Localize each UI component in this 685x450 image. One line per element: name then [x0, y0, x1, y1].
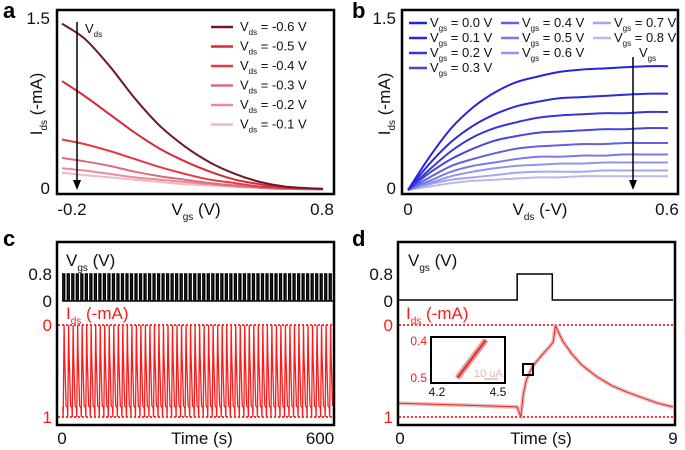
panel-d-traces [397, 273, 674, 419]
panel-label-b: b [352, 0, 365, 23]
panel-c-vgs-tick: 0.8 [28, 265, 52, 284]
panel-b-series-line [407, 169, 668, 191]
panel-b-arrow-label: Vgs [639, 45, 656, 63]
panel-a-ytick: 0 [41, 179, 50, 198]
panel-b-frame [400, 8, 680, 196]
panel-d-zoom-box [522, 363, 534, 376]
panel-d-ids-tick: 0 [384, 316, 393, 335]
panel-b-ytick: 0 [387, 179, 396, 198]
panel-c-xlabel: Time (s) [171, 429, 233, 448]
panel-c-xtick: 0 [57, 429, 66, 448]
panel-b-legend-label: Vgs = 0.4 V [522, 15, 585, 33]
panel-d-vgs-tick: 0 [384, 292, 393, 311]
inset-ytick: 0.4 [410, 334, 427, 348]
panel-a-curves [61, 22, 324, 191]
panel-c-traces [62, 273, 334, 418]
panel-label-c: c [3, 226, 15, 251]
panel-b-legend-label: Vgs = 0.0 V [430, 15, 493, 33]
panel-d-vgs-label: Vgs (V) [408, 251, 457, 274]
panel-b-legend-label: Vgs = 0.5 V [522, 30, 585, 48]
panel-b-ytick: 1.5 [372, 9, 396, 28]
inset-ids-line [456, 339, 487, 379]
panel-c-ids-tick: 1 [43, 408, 52, 427]
panel-b-series-line [407, 65, 669, 191]
panel-d-xtick: 9 [668, 429, 677, 448]
panel-c-ids-trace [62, 324, 334, 418]
panel-b-xtick: 0 [403, 200, 412, 219]
panel-b-curves [407, 65, 669, 191]
panel-b-legend-label: Vgs = 0.8 V [614, 30, 677, 48]
inset-trace [454, 338, 489, 380]
inset-scale-bar-label: 10 uA [474, 368, 503, 380]
panel-d-ids-trace [397, 325, 674, 418]
panel-d-ids-tick: 1 [384, 408, 393, 427]
panel-d-vgs-trace [398, 273, 673, 301]
panel-c-vgs-tick: 0 [43, 292, 52, 311]
panel-b-arrowhead [629, 180, 637, 190]
panel-d-vgs-tick: 0.8 [369, 265, 393, 284]
panel-a-xlabel: Vgs (V) [171, 200, 220, 223]
inset-xtick: 4.5 [490, 385, 507, 399]
panel-c: Vgs (V) Ids (-mA) 0.8 0 0 1 0 600 Time (… [28, 240, 336, 448]
panel-c-ids-tick: 0 [43, 316, 52, 335]
panel-b-series-line [407, 110, 669, 191]
panel-b-legend-label: Vgs = 0.7 V [614, 15, 677, 33]
panel-a-arrow-label: Vds [85, 21, 102, 39]
panel-b-series-line [407, 153, 668, 191]
panel-b-series-line [407, 127, 669, 191]
panel-a-legend-label: Vds = -0.5 V [240, 39, 307, 57]
panel-b-series-line [407, 141, 668, 191]
panel-d-frame [396, 240, 677, 427]
panel-b-xtick: 0.6 [655, 200, 679, 219]
panel-b-series-line [407, 175, 668, 191]
panel-a-series-line [61, 80, 324, 190]
panel-b-series-line [407, 92, 669, 191]
panel-b-series-line [407, 161, 668, 191]
panel-b-legend-label: Vgs = 0.2 V [430, 45, 493, 63]
panel-c-vgs-label: Vgs (V) [66, 251, 115, 274]
panel-a-series-line [61, 22, 324, 190]
panel-a-series-line [61, 138, 324, 190]
panel-c-xtick: 600 [306, 429, 334, 448]
panel-label-d: d [352, 226, 365, 251]
panel-d: 10 uA 0.4 0.5 4.2 4.5 Vgs (V) Ids (-mA) … [369, 240, 678, 448]
panel-a-legend-label: Vds = -0.3 V [240, 78, 307, 96]
panel-a-legend-label: Vds = -0.2 V [240, 97, 307, 115]
panel-d-xtick: 0 [395, 429, 404, 448]
panel-a-series-line [61, 156, 324, 191]
panel-d-inset: 10 uA 0.4 0.5 4.2 4.5 [410, 334, 506, 399]
panel-c-vgs-trace [62, 273, 333, 302]
panel-a-xtick: -0.2 [57, 200, 86, 219]
panel-a-ytick: 1.5 [26, 9, 50, 28]
panel-a-legend-label: Vds = -0.4 V [240, 58, 307, 76]
panel-label-a: a [3, 0, 16, 23]
panel-a-ylabel: Ids (-mA) [27, 73, 50, 136]
panel-b-xlabel: Vds (-V) [513, 200, 568, 223]
panel-c-ids-label: Ids (-mA) [66, 304, 129, 327]
panel-a-legend-label: Vds = -0.1 V [240, 117, 307, 135]
panel-d-xlabel: Time (s) [510, 429, 572, 448]
panel-b-legend-label: Vgs = 0.6 V [522, 45, 585, 63]
panel-a-xtick: 0.8 [310, 200, 334, 219]
panel-a-frame [55, 8, 336, 196]
inset-xtick: 4.2 [429, 385, 446, 399]
inset-ytick: 0.5 [410, 371, 427, 385]
panel-a-arrowhead [73, 180, 81, 190]
panel-d-ids-label: Ids (-mA) [406, 304, 469, 327]
panel-c-frame [55, 240, 336, 427]
panel-b-legend-label: Vgs = 0.3 V [430, 60, 493, 78]
panel-a-legend-label: Vds = -0.6 V [240, 19, 307, 37]
panel-b-legend-label: Vgs = 0.1 V [430, 30, 493, 48]
panel-b-ylabel: Ids (-mA) [375, 73, 398, 136]
